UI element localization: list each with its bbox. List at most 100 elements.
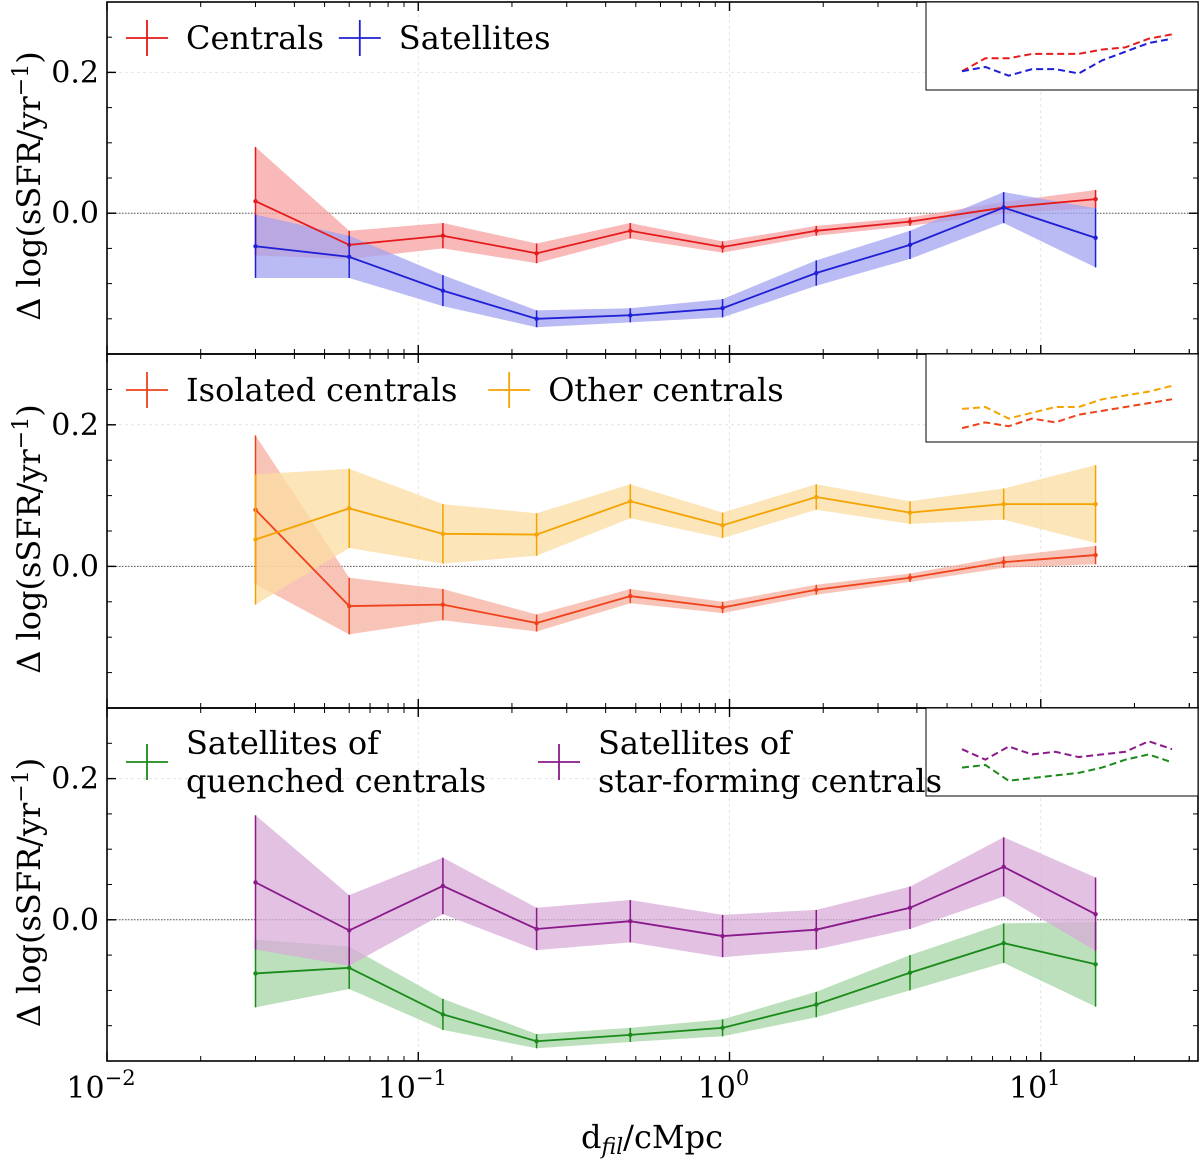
- inset-line-2: [961, 398, 1173, 430]
- error-band-2: [255, 192, 1096, 328]
- inset-line-1: [961, 740, 1173, 761]
- data-point: [628, 1032, 633, 1038]
- inset-frame: [925, 1, 1199, 91]
- x-tick-label: 101: [1009, 1066, 1061, 1106]
- y-axis-label: Δ log(sSFR/yr−1): [9, 404, 48, 673]
- data-point: [534, 1039, 539, 1044]
- inset-frame: [925, 707, 1199, 797]
- data-point: [1001, 940, 1006, 946]
- y-tick-label: 0.2: [51, 762, 99, 797]
- data-point: [1093, 911, 1098, 917]
- data-point: [440, 883, 446, 889]
- series-line-1: [255, 942, 1096, 1043]
- y-axis-label: Δ log(sSFR/yr−1): [9, 758, 48, 1027]
- data-point: [347, 254, 352, 260]
- data-point: [440, 602, 446, 607]
- inset: [925, 1, 1199, 91]
- data-point: [1001, 864, 1006, 870]
- series-line-1: [254, 509, 1096, 624]
- error-band-1: [255, 147, 1096, 264]
- data-point: [440, 1012, 446, 1017]
- data-point: [907, 970, 913, 975]
- x-tick-label: 100: [698, 1066, 750, 1106]
- data-point: [1001, 501, 1006, 507]
- legend-label-1: Centrals: [186, 19, 324, 57]
- data-point: [1093, 235, 1098, 241]
- error-band-1: [255, 921, 1096, 1049]
- y-tick-label: 0.2: [51, 408, 99, 443]
- data-point: [720, 605, 725, 610]
- x-tick-label: 10−1: [378, 1066, 447, 1106]
- data-point: [534, 316, 539, 321]
- x-tick-label: 10−2: [66, 1066, 135, 1106]
- data-point: [907, 905, 913, 910]
- legend: Isolated centrals Other centrals: [126, 371, 784, 409]
- error-band-1: [255, 435, 1096, 635]
- data-point: [253, 880, 258, 885]
- inset-line-2: [961, 753, 1173, 782]
- panel-top: 0.0 0.2Δ log(sSFR/yr−1) Centrals Satellites: [9, 1, 1199, 355]
- data-point: [720, 523, 725, 528]
- data-point: [347, 965, 352, 971]
- legend-label-1: Isolated centrals: [186, 371, 457, 409]
- data-point: [253, 537, 258, 542]
- y-axis-label: Δ log(sSFR/yr−1): [9, 51, 48, 320]
- data-point: [628, 919, 633, 924]
- data-point: [1093, 962, 1098, 967]
- legend-label-2: Satellites of star-forming centrals: [598, 724, 942, 800]
- data-point: [814, 1002, 819, 1007]
- legend-label-2: Satellites: [399, 19, 551, 57]
- data-point: [628, 499, 633, 504]
- legend: Satellites of quenched centrals Satellites…: [126, 724, 942, 800]
- inset-line-2: [961, 37, 1173, 77]
- data-point: [440, 531, 446, 537]
- data-point: [907, 575, 913, 580]
- data-point: [440, 233, 446, 238]
- data-point: [907, 242, 913, 248]
- inset: [925, 707, 1199, 797]
- data-point: [347, 928, 352, 933]
- series-line-1: [255, 198, 1096, 255]
- data-point: [628, 313, 633, 318]
- data-point: [253, 244, 258, 249]
- y-tick-label: 0.0: [51, 903, 99, 938]
- panel-middle: 0.0 0.2Δ log(sSFR/yr−1) Isolated centrals O…: [9, 353, 1199, 709]
- data-point: [814, 270, 819, 276]
- data-point: [814, 587, 819, 592]
- data-point: [720, 306, 725, 311]
- data-point: [720, 933, 725, 939]
- data-point: [534, 532, 539, 537]
- error-band-2: [255, 465, 1096, 605]
- data-point: [628, 593, 633, 599]
- data-point: [534, 620, 539, 626]
- inset-line-1: [961, 33, 1173, 73]
- legend-label-1: Satellites of quenched centrals: [186, 724, 486, 800]
- data-point: [720, 1025, 725, 1031]
- series-line-2: [255, 496, 1096, 541]
- inset: [925, 353, 1199, 443]
- panel-bottom: 0.0 0.2Δ log(sSFR/yr−1) Satellites of quenc…: [9, 707, 1199, 1062]
- data-point: [1001, 559, 1006, 565]
- series-line-2: [255, 206, 1096, 320]
- data-point: [628, 228, 633, 233]
- y-tick-label: 0.0: [51, 196, 99, 231]
- error-band-2: [255, 815, 1096, 966]
- data-point: [814, 494, 819, 500]
- data-point: [253, 971, 258, 976]
- data-point: [907, 510, 913, 515]
- data-point: [347, 506, 352, 511]
- data-point: [907, 219, 913, 224]
- data-point: [440, 288, 446, 293]
- data-point: [1093, 501, 1098, 507]
- legend-label-2: Other centrals: [548, 371, 783, 409]
- y-tick-label: 0.0: [51, 549, 99, 584]
- data-point: [720, 244, 725, 250]
- data-point: [534, 251, 539, 256]
- inset-frame: [925, 353, 1199, 443]
- data-point: [1093, 196, 1098, 202]
- data-point: [534, 926, 539, 932]
- data-point: [347, 603, 352, 609]
- y-tick-label: 0.2: [51, 55, 99, 90]
- x-axis-label: dfil/cMpc: [581, 1118, 723, 1159]
